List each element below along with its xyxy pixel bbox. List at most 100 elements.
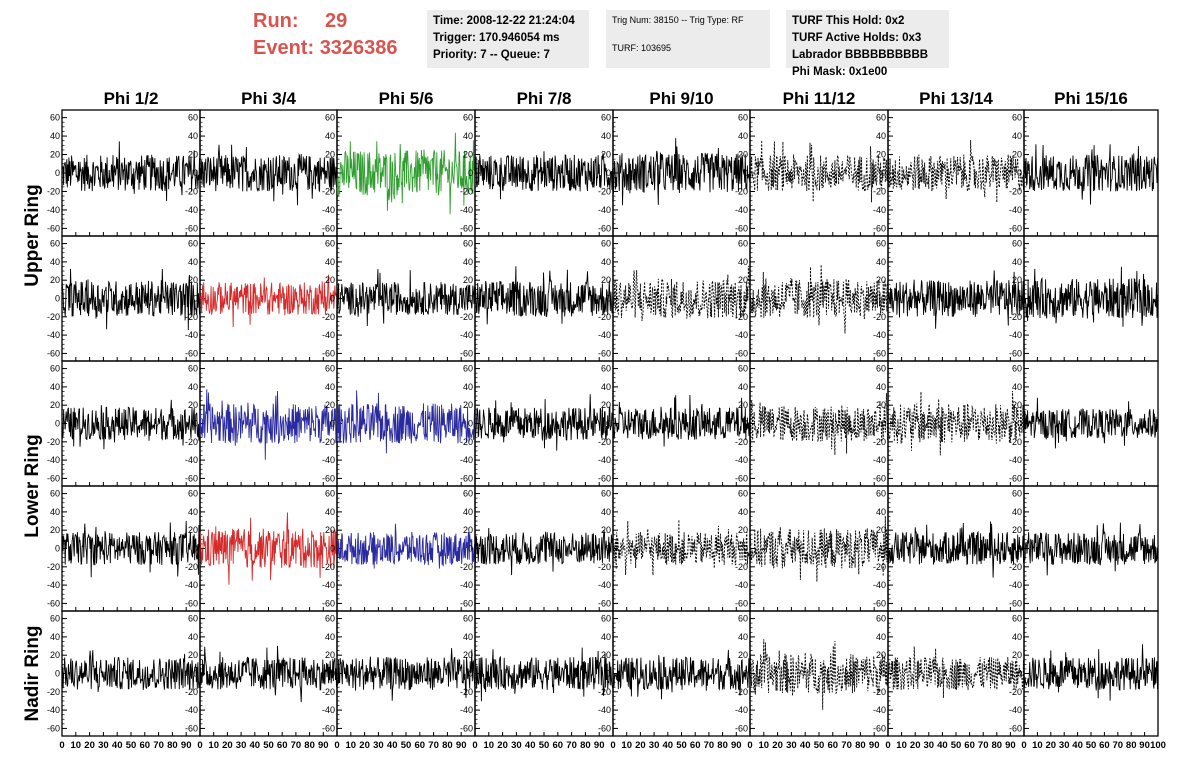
ytick-label: 0: [330, 544, 335, 554]
ytick-label: 0: [330, 669, 335, 679]
trig-num-line: Trig Num: 38150 -- Trig Type: RF: [612, 15, 744, 25]
ytick-label: 40: [463, 632, 473, 642]
ytick-label: -60: [1009, 223, 1022, 233]
ytick-label: 20: [1012, 150, 1022, 160]
ytick-label: -60: [598, 598, 611, 608]
xtick-label: 0: [610, 740, 615, 751]
ytick-label: -60: [1009, 473, 1022, 483]
waveform-trace-r1-c1: [61, 141, 201, 202]
xtick-label: 20: [222, 740, 233, 751]
ytick-label: -40: [322, 455, 335, 465]
waveform-trace-r3-c6: [749, 393, 889, 455]
waveform-trace-r1-c3: [336, 132, 476, 215]
run-value: 29: [325, 10, 348, 32]
xtick-label: 70: [428, 740, 439, 751]
ytick-label: -40: [735, 580, 748, 590]
ytick-label: 60: [188, 364, 198, 374]
ytick-label: 40: [1012, 382, 1022, 392]
ytick-label: -20: [873, 562, 886, 572]
xtick-label: 10: [208, 740, 219, 751]
ytick-label: -60: [185, 348, 198, 358]
ytick-label: -60: [322, 473, 335, 483]
column-header-5: Phi 9/10: [649, 89, 713, 108]
ytick-label: -40: [1009, 455, 1022, 465]
ytick-label: -40: [873, 580, 886, 590]
ytick-label: 0: [330, 294, 335, 304]
ytick-label: 0: [881, 168, 886, 178]
ytick-label: -40: [322, 205, 335, 215]
ytick-label: 20: [463, 525, 473, 535]
xtick-label: 20: [772, 740, 783, 751]
ytick-label: -60: [598, 473, 611, 483]
ytick-label: -60: [47, 223, 60, 233]
ytick-label: -60: [185, 723, 198, 733]
xtick-label: 70: [153, 740, 164, 751]
ytick-label: 20: [601, 525, 611, 535]
ytick-label: -40: [460, 705, 473, 715]
ytick-label: 60: [1012, 364, 1022, 374]
ytick-label: 0: [468, 419, 473, 429]
xtick-label: 10: [621, 740, 632, 751]
ytick-label: 0: [881, 419, 886, 429]
ytick-label: 60: [876, 364, 886, 374]
xtick-label: 30: [924, 740, 935, 751]
ytick-label: 20: [188, 400, 198, 410]
column-header-1: Phi 1/2: [104, 89, 159, 108]
xtick-label: 60: [415, 740, 426, 751]
ytick-label: 60: [876, 489, 886, 499]
ytick-label: -20: [47, 186, 60, 196]
ytick-label: 20: [325, 400, 335, 410]
ytick-label: -20: [873, 687, 886, 697]
xtick-label: 40: [937, 740, 948, 751]
ytick-label: 60: [188, 614, 198, 624]
ytick-label: -40: [735, 455, 748, 465]
ytick-label: 20: [188, 275, 198, 285]
waveform-trace-r3-c3: [336, 390, 476, 454]
ytick-label: -60: [185, 473, 198, 483]
ytick-label: 60: [50, 489, 60, 499]
waveform-trace-r5-c5: [612, 649, 751, 700]
waveform-trace-r2-c6: [749, 264, 889, 334]
ytick-label: 0: [743, 669, 748, 679]
ytick-label: -40: [460, 330, 473, 340]
xtick-label: 10: [1032, 740, 1043, 751]
ytick-label: 20: [188, 650, 198, 660]
ytick-label: 20: [876, 650, 886, 660]
run-row: Run: 29: [253, 8, 398, 35]
ytick-label: -60: [735, 723, 748, 733]
ytick-label: -40: [1009, 205, 1022, 215]
ytick-label: 20: [1012, 400, 1022, 410]
ytick-label: 20: [325, 275, 335, 285]
ytick-label: 20: [325, 525, 335, 535]
ytick-label: 40: [50, 382, 60, 392]
ytick-label: -40: [873, 455, 886, 465]
ytick-label: 0: [193, 168, 198, 178]
waveform-trace-r5-c8: [1023, 644, 1159, 701]
ytick-label: 60: [876, 614, 886, 624]
ytick-label: -20: [460, 186, 473, 196]
ytick-label: 20: [738, 400, 748, 410]
ytick-label: 40: [1012, 131, 1022, 141]
xtick-label: 60: [1099, 740, 1110, 751]
ytick-label: 40: [188, 507, 198, 517]
ytick-label: 60: [1012, 614, 1022, 624]
waveform-trace-r2-c1: [61, 268, 201, 331]
ytick-label: 60: [50, 239, 60, 249]
ytick-label: 40: [325, 382, 335, 392]
waveform-trace-r1-c8: [1023, 144, 1159, 205]
xtick-label: 90: [1139, 740, 1150, 751]
ytick-label: -60: [873, 223, 886, 233]
ytick-label: 60: [50, 113, 60, 123]
event-label: Event:: [253, 37, 315, 59]
ytick-label: 60: [463, 489, 473, 499]
ytick-label: -40: [1009, 705, 1022, 715]
xtick-label: 90: [318, 740, 329, 751]
xtick-label: 80: [855, 740, 866, 751]
ytick-label: -60: [873, 723, 886, 733]
column-header-2: Phi 3/4: [241, 89, 296, 108]
xtick-label: 50: [676, 740, 687, 751]
ytick-label: -60: [460, 223, 473, 233]
ytick-label: 40: [325, 257, 335, 267]
ytick-label: 60: [50, 364, 60, 374]
waveform-trace-r5-c2: [199, 645, 338, 703]
